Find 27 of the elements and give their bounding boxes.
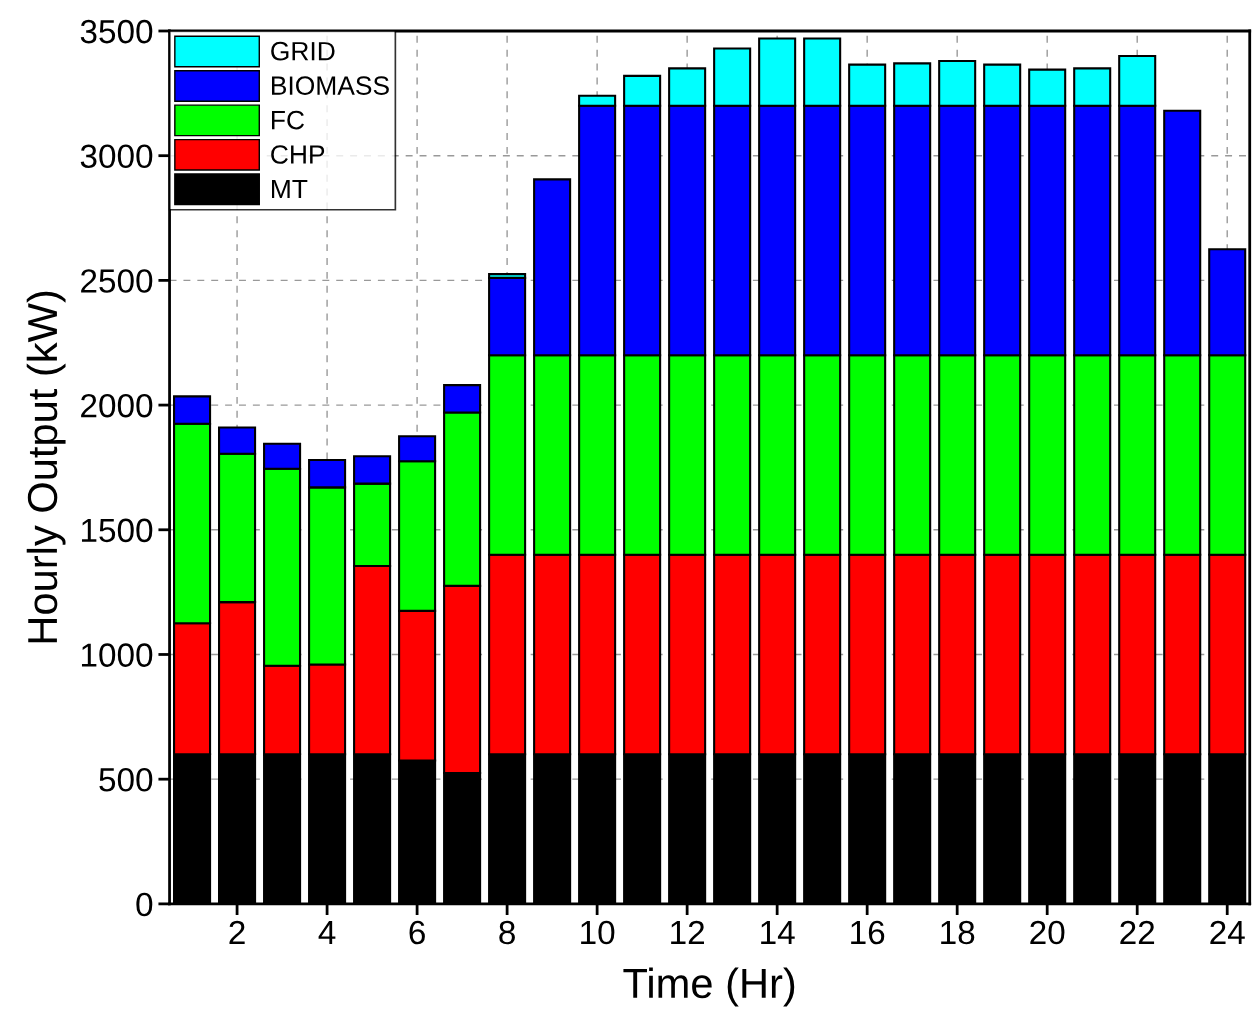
x-axis-title: Time (Hr)	[623, 967, 795, 1007]
x-tick-label: 10	[581, 920, 615, 945]
x-tick-label: 2	[229, 920, 245, 944]
x-tick-label: 12	[671, 920, 704, 944]
legend-label: MT	[272, 179, 308, 199]
legend-label: FC	[272, 110, 305, 130]
y-tick-label: 1500	[81, 518, 153, 543]
x-tick-label: 20	[1030, 920, 1065, 945]
x-tick-label: 8	[499, 920, 515, 945]
y-axis-title: Hourly Output (kW)	[26, 291, 66, 643]
y-tick-label: 500	[99, 767, 153, 792]
y-tick-label: 3000	[80, 144, 153, 169]
x-tick-label: 22	[1120, 920, 1155, 944]
x-tick-label: 24	[1210, 920, 1245, 944]
y-tick-label: 3500	[80, 19, 153, 44]
y-tick-label: 2500	[81, 269, 153, 293]
legend-label: BIOMASS	[272, 76, 389, 95]
legend-label: CHP	[271, 145, 325, 164]
x-tick-label: 4	[318, 921, 336, 944]
y-tick-label: 1000	[81, 643, 153, 667]
x-tick-label: 6	[409, 920, 425, 945]
x-tick-label: 18	[941, 920, 975, 945]
x-tick-label: 16	[851, 920, 885, 945]
y-tick-label: 2000	[81, 393, 153, 418]
x-tick-label: 14	[761, 921, 795, 944]
y-tick-label: 0	[136, 892, 153, 917]
legend-label: GRID	[271, 41, 335, 61]
